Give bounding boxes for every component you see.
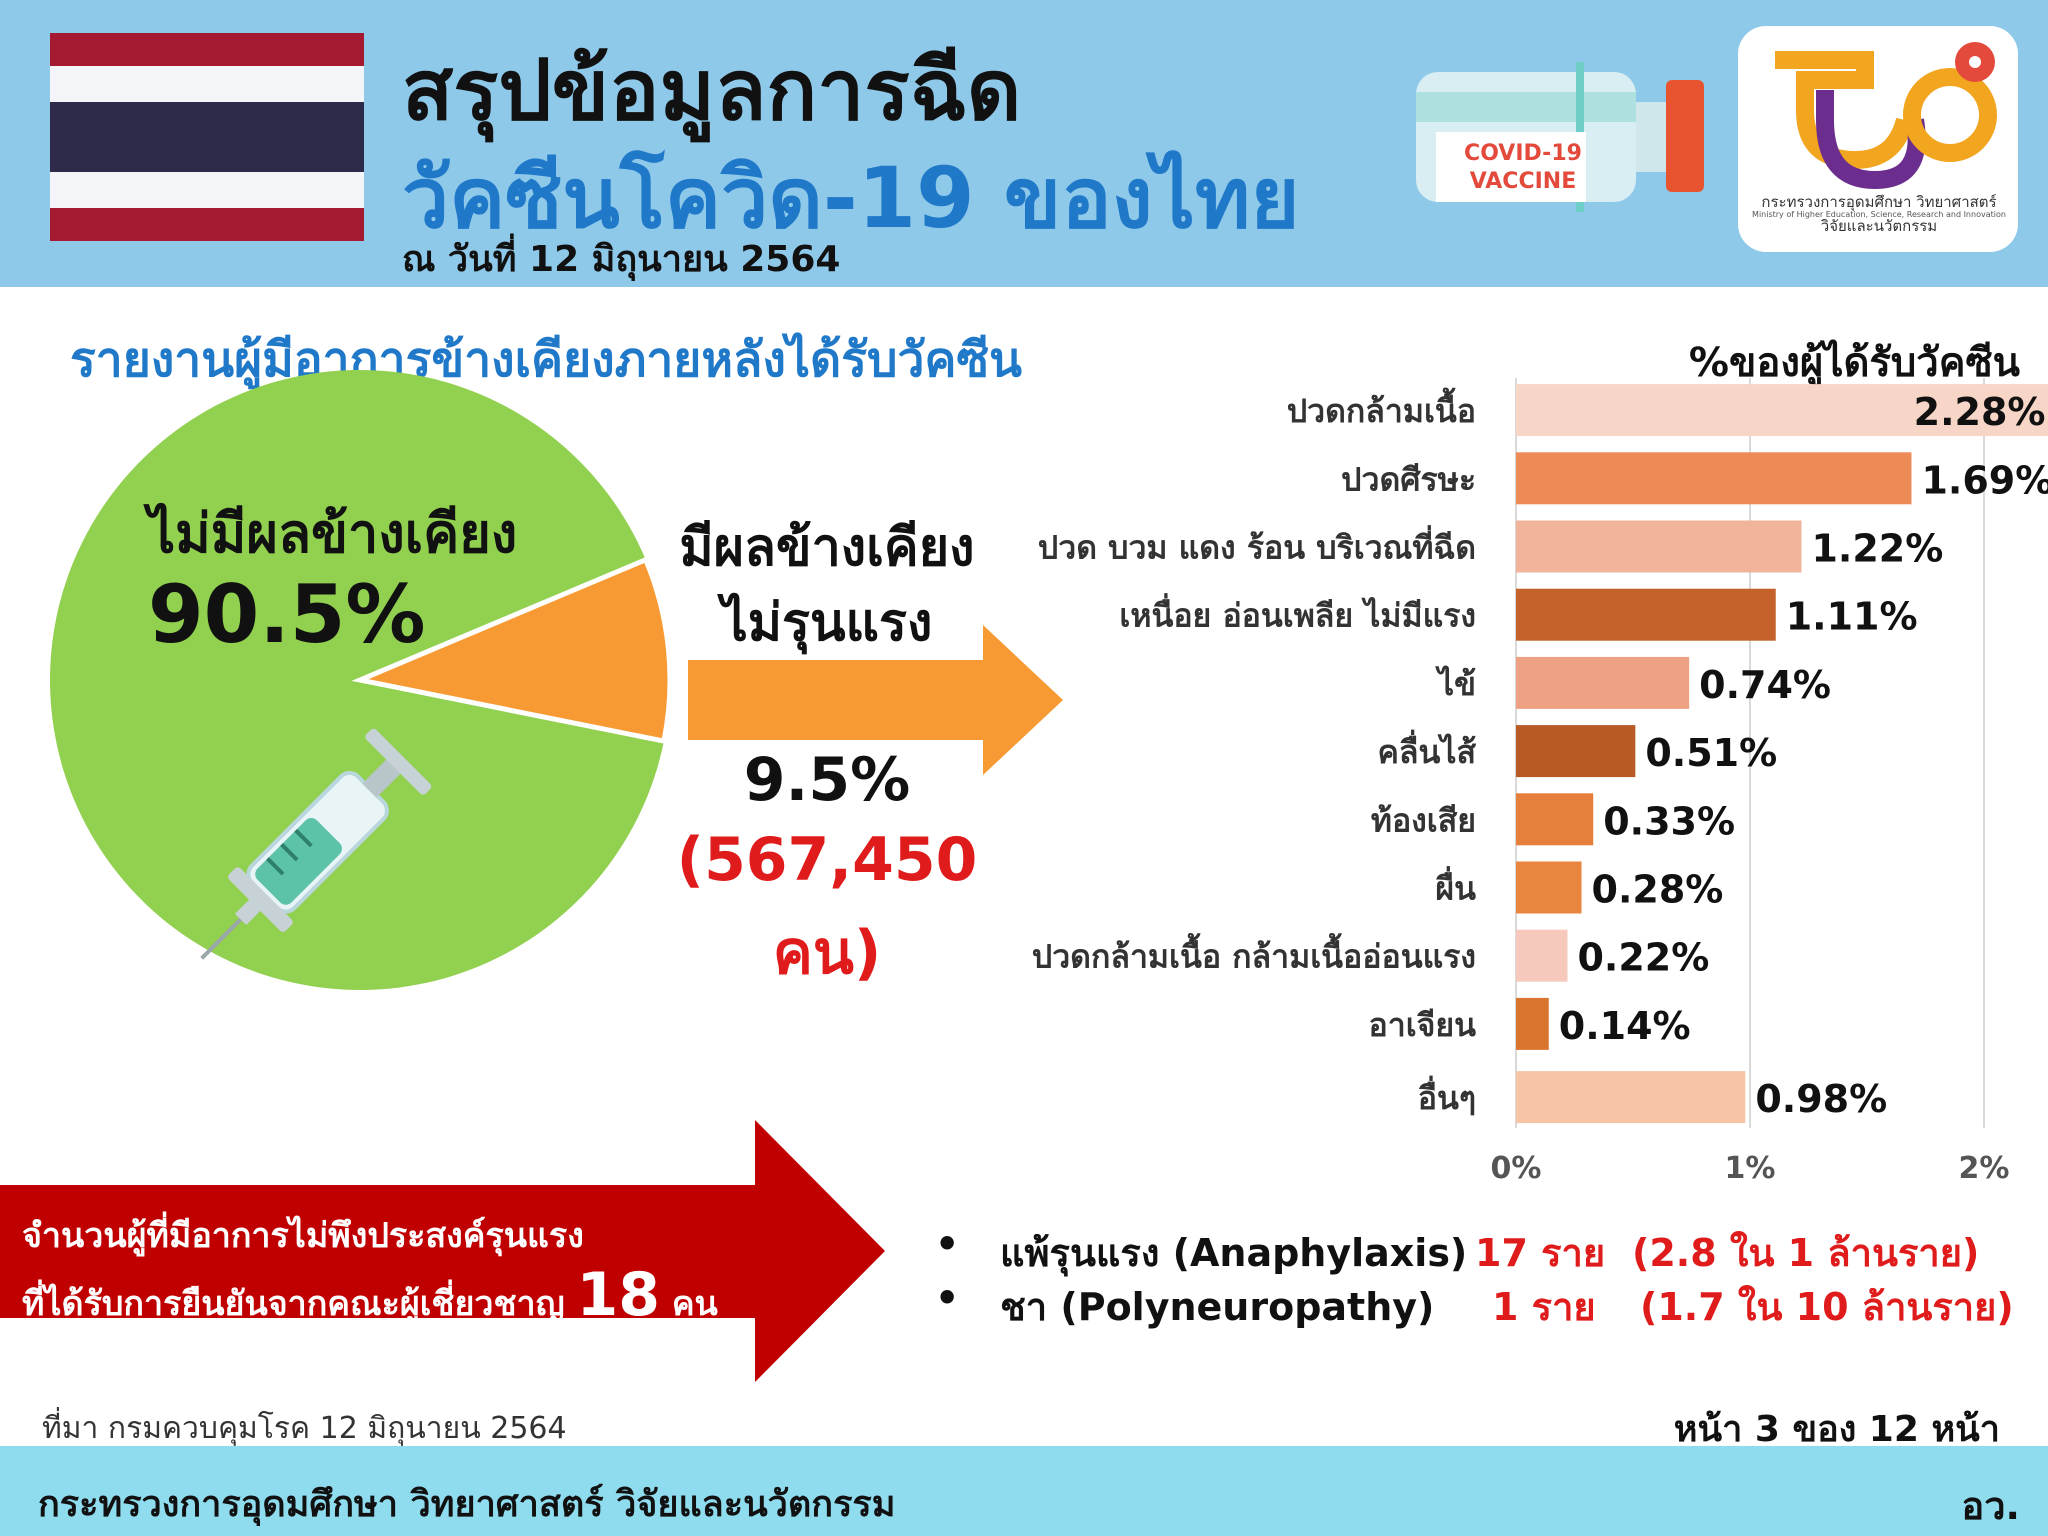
bar-category-label: ไข้	[1435, 665, 1476, 703]
x-tick-label: 2%	[1959, 1151, 2010, 1186]
mild-value: 9.5%	[743, 745, 911, 815]
vaccine-vial-icon	[1416, 62, 1704, 212]
polyneuropathy-name: ชา (Polyneuropathy)	[1000, 1285, 1435, 1329]
bar-value-label: 1.11%	[1786, 595, 1918, 639]
bar-value-label: 1.22%	[1811, 527, 1943, 571]
title-line-2: วัคซีนโควิด-19 ของไทย	[402, 149, 1300, 247]
bar-value-label: 0.98%	[1755, 1077, 1887, 1121]
bar-value-label: 0.51%	[1645, 731, 1777, 775]
bar-category-label: ปวดกล้ามเนื้อ กล้ามเนื้ออ่อนแรง	[1032, 933, 1476, 976]
logo-name-en: Ministry of Higher Education, Science, R…	[1752, 210, 2006, 219]
anaphylaxis-count: 17 ราย	[1475, 1231, 1606, 1275]
vaccine-label-line-1: COVID-19	[1464, 141, 1582, 166]
bullet-dot: •	[935, 1222, 960, 1266]
serious-unit: คน	[671, 1284, 718, 1324]
serious-event-arrow-icon	[0, 1120, 885, 1382]
syringe-icon	[200, 728, 432, 960]
logo-name-th: กระทรวงการอุดมศึกษา วิทยาศาสตร์ วิจัยและ…	[1761, 193, 1997, 235]
polyneuropathy-rate: (1.7 ใน 10 ล้านราย)	[1640, 1285, 2014, 1329]
anaphylaxis-rate: (2.8 ใน 1 ล้านราย)	[1632, 1231, 1980, 1275]
bar-value-label: 0.22%	[1577, 936, 1709, 980]
bar-category-label: เหนื่อย อ่อนเพลีย ไม่มีแรง	[1119, 593, 1476, 635]
bar-value-label: 2.28%	[1914, 390, 2046, 434]
mhesi-logo-icon	[1775, 42, 1997, 190]
bar-category-label: อื่นๆ	[1418, 1075, 1476, 1117]
source-note: ที่มา กรมควบคุมโรค 12 มิถุนายน 2564	[42, 1411, 567, 1446]
bar-value-label: 1.69%	[1921, 458, 2048, 502]
bar	[1516, 793, 1594, 846]
page-number: หน้า 3 ของ 12 หน้า	[1673, 1409, 2000, 1450]
bar	[1516, 725, 1636, 778]
bar	[1516, 520, 1802, 573]
vaccine-label: COVID-19 VACCINE	[1438, 140, 1608, 196]
mild-label-line-1: มีผลข้างเคียง	[679, 518, 975, 578]
serious-line-1: จำนวนผู้ที่มีอาการไม่พึงประสงค์รุนแรง	[22, 1216, 584, 1256]
pie-slice-mild-effect	[351, 556, 673, 745]
pie-value-no-effect: 90.5%	[148, 568, 426, 661]
bar-value-label: 0.14%	[1559, 1004, 1691, 1048]
report-date: ณ วันที่ 12 มิถุนายน 2564	[402, 239, 841, 280]
mild-effect-arrow-icon	[688, 625, 1063, 775]
footer-abbr: อว.	[1961, 1484, 2020, 1528]
bar	[1516, 656, 1690, 709]
bar	[1516, 452, 1912, 505]
bar-category-label: ปวดศีรษะ	[1341, 460, 1476, 498]
polyneuropathy-count: 1 ราย	[1492, 1285, 1596, 1329]
bar-category-label: ปวด บวม แดง ร้อน บริเวณที่ฉีด	[1038, 525, 1476, 567]
mild-count-line-2: คน)	[772, 918, 882, 988]
bullet-dot: •	[935, 1276, 960, 1320]
serious-line-2: ที่ได้รับการยืนยันจากคณะผู้เชี่ยวชาญ 18 …	[22, 1260, 718, 1330]
bar-category-label: อาเจียน	[1369, 1006, 1477, 1044]
pie-label-no-effect: ไม่มีผลข้างเคียง	[148, 502, 518, 565]
bar	[1516, 861, 1582, 914]
bar-category-label: คลื่นไส้	[1377, 729, 1476, 771]
bar-value-label: 0.33%	[1603, 799, 1735, 843]
thai-flag-icon	[50, 33, 364, 241]
bar-category-label: ผื่น	[1435, 866, 1476, 908]
mild-count-line-1: (567,450	[676, 825, 978, 895]
bar-category-label: ปวดกล้ามเนื้อ	[1287, 387, 1476, 430]
bar-value-label: 0.28%	[1592, 868, 1724, 912]
title-line-1: สรุปข้อมูลการฉีด	[402, 41, 1022, 139]
anaphylaxis-name: แพ้รุนแรง (Anaphylaxis)	[1000, 1231, 1468, 1275]
bar-category-label: ท้องเสีย	[1371, 801, 1476, 839]
bar	[1516, 1071, 1746, 1124]
bar-chart-title: %ของผู้ได้รับวัคซีน	[1688, 340, 2020, 386]
footer-ministry: กระทรวงการอุดมศึกษา วิทยาศาสตร์ วิจัยและ…	[38, 1484, 896, 1525]
vaccine-label-line-2: VACCINE	[1469, 169, 1577, 194]
bar	[1516, 929, 1568, 982]
bar	[1516, 588, 1776, 641]
bar-value-label: 0.74%	[1699, 663, 1831, 707]
footer-bar	[0, 1446, 2048, 1536]
mild-label-line-2: ไม่รุนแรง	[721, 593, 933, 653]
serious-count: 18	[576, 1260, 660, 1330]
bar	[1516, 997, 1549, 1050]
side-effect-pie-chart	[50, 369, 673, 990]
x-tick-label: 1%	[1725, 1151, 1776, 1186]
section-title: รายงานผู้มีอาการข้างเคียงภายหลังได้รับวั…	[70, 332, 1022, 388]
serious-line-2-text: ที่ได้รับการยืนยันจากคณะผู้เชี่ยวชาญ	[22, 1284, 565, 1324]
x-tick-label: 0%	[1491, 1151, 1542, 1186]
